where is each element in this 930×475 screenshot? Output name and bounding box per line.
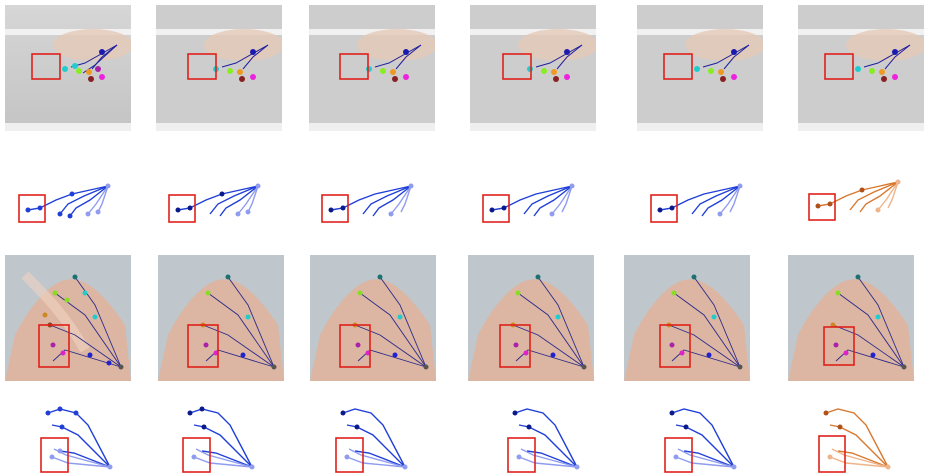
skeleton-4-4 <box>507 408 580 473</box>
photo-3-4 <box>468 255 594 381</box>
skeleton-2-5 <box>650 183 743 223</box>
skeleton-2-2 <box>168 183 261 223</box>
skeleton-4-5 <box>664 408 737 473</box>
skeleton-4-6-ground-truth <box>818 408 891 473</box>
photo-3-3 <box>310 255 436 381</box>
photo-1-1 <box>5 5 131 131</box>
skeleton-2-6-ground-truth <box>808 179 901 221</box>
skeleton-2-1 <box>18 183 111 223</box>
photo-3-1 <box>5 255 131 381</box>
photo-1-3 <box>309 5 435 131</box>
skeleton-4-1 <box>40 406 113 473</box>
skeleton-4-3 <box>335 408 408 473</box>
skeleton-4-2 <box>182 406 255 473</box>
skeleton-2-4 <box>482 183 575 223</box>
photo-1-4 <box>470 5 596 131</box>
photo-3-6 <box>788 255 914 381</box>
skeleton-2-3 <box>321 183 414 223</box>
photo-1-2 <box>156 5 282 131</box>
photo-1-5 <box>637 5 763 131</box>
photo-3-2 <box>158 255 284 381</box>
photo-3-5 <box>624 255 750 381</box>
photo-1-6 <box>798 5 924 131</box>
